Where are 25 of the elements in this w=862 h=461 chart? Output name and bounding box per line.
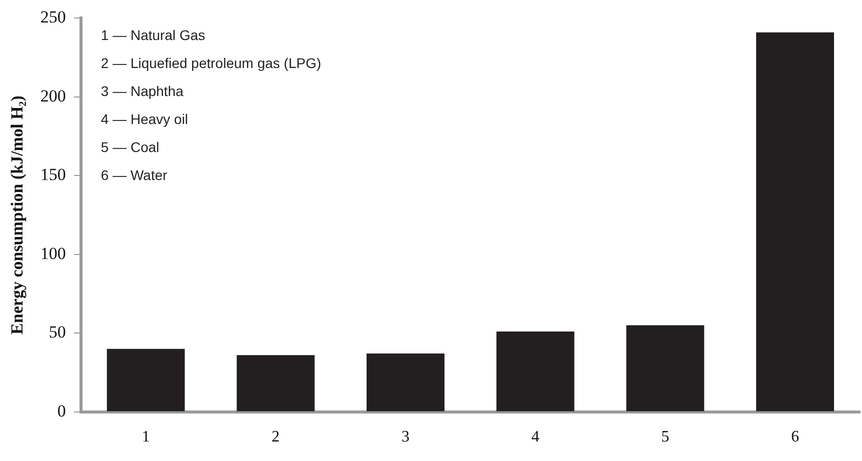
annotation: 2 — Liquefied petroleum gas (LPG) [100, 55, 322, 72]
x-tick-label: 6 [791, 428, 800, 446]
annotation: 5 — Coal [100, 139, 160, 156]
bar [106, 348, 185, 412]
x-tick-label: 5 [661, 428, 670, 446]
bar [366, 354, 444, 412]
bar [626, 325, 704, 412]
y-tick-label: 250 [40, 8, 66, 27]
annotation: 1 — Natural Gas [100, 27, 206, 44]
bar [496, 332, 574, 412]
y-tick-label: 100 [40, 244, 66, 263]
bar [756, 32, 834, 412]
bar [236, 355, 315, 412]
x-tick-label: 2 [272, 428, 280, 446]
y-tick-label: 150 [40, 165, 66, 184]
y-axis-title: Energy consumption (kJ/mol H₂) [8, 96, 27, 334]
y-tick-label: 0 [57, 401, 66, 420]
x-tick-label: 1 [142, 428, 150, 446]
annotation: 3 — Naphtha [100, 83, 184, 100]
annotation: 6 — Water [100, 167, 168, 184]
x-tick-label: 4 [531, 428, 540, 446]
y-tick-label: 50 [48, 322, 66, 342]
annotation: 4 — Heavy oil [100, 111, 188, 128]
y-tick-label: 200 [40, 86, 66, 106]
x-tick-label: 3 [402, 428, 410, 446]
